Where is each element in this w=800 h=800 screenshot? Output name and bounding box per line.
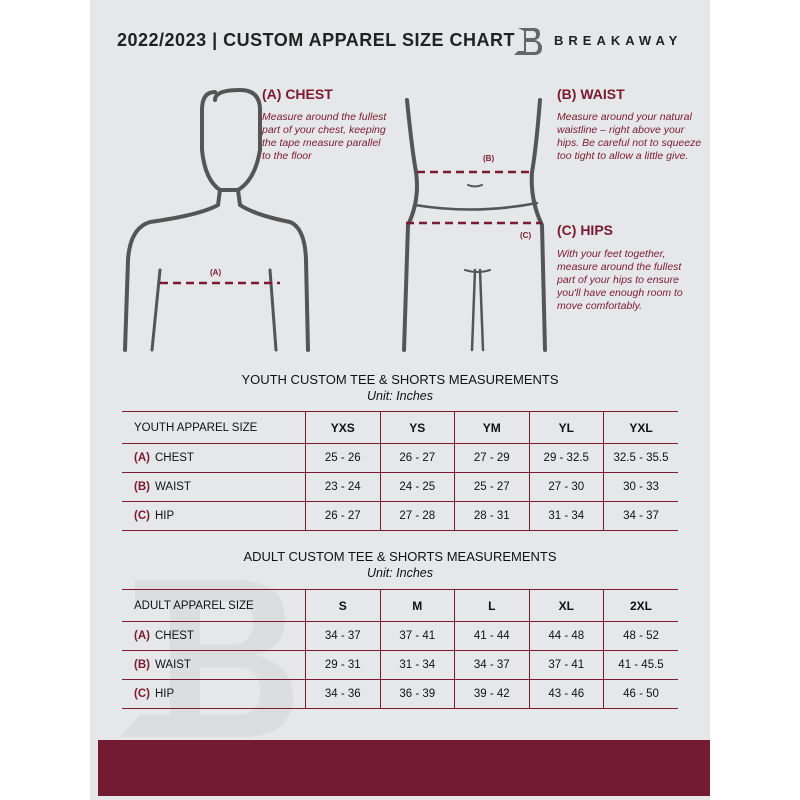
cell: 41 - 45.5 xyxy=(603,650,678,680)
table-row: (C) HIP 26 - 27 27 - 28 28 - 31 31 - 34 34 - … xyxy=(122,501,678,531)
size-col: YL xyxy=(528,411,604,444)
chest-marker: (A) xyxy=(210,268,222,277)
cell: 37 - 41 xyxy=(528,650,604,680)
size-col: YM xyxy=(454,411,529,444)
cell: 46 - 50 xyxy=(603,679,678,709)
waist-title: (B) WAIST xyxy=(557,86,625,102)
size-col: YXS xyxy=(305,411,380,444)
cell: 25 - 27 xyxy=(454,472,529,502)
cell: 27 - 30 xyxy=(528,472,604,502)
size-chart-page: 2022/2023 | CUSTOM APPAREL SIZE CHART BR… xyxy=(90,0,710,800)
page-title: 2022/2023 | CUSTOM APPAREL SIZE CHART xyxy=(117,30,515,50)
adult-unit: Unit: Inches xyxy=(366,566,433,580)
row-code: (C) xyxy=(134,510,150,522)
cell: 31 - 34 xyxy=(379,650,455,680)
row-code: (C) xyxy=(134,688,150,700)
cell: 27 - 29 xyxy=(454,443,529,473)
row-label: (C) HIP xyxy=(122,679,306,709)
size-col: XL xyxy=(528,589,604,622)
cell: 26 - 27 xyxy=(305,501,380,531)
row-name: HIP xyxy=(154,510,175,522)
chest-title: (A) CHEST xyxy=(262,86,333,102)
cell: 27 - 28 xyxy=(379,501,455,531)
cell: 37 - 41 xyxy=(379,621,455,651)
row-name: CHEST xyxy=(154,630,194,642)
size-header: ADULT APPAREL SIZE xyxy=(122,589,306,622)
table-row: (B) WAIST 29 - 31 31 - 34 34 - 37 37 - 41 41 … xyxy=(122,650,678,680)
waist-desc: Measure around your natural waistline – … xyxy=(557,111,702,162)
row-code: (B) xyxy=(134,659,150,671)
youth-unit: Unit: Inches xyxy=(366,389,433,403)
footer-bar xyxy=(98,740,710,796)
cell: 32.5 - 35.5 xyxy=(603,443,678,473)
youth-size-table: YOUTH APPAREL SIZE YXS YS YM YL YXL (A) C… xyxy=(122,411,678,531)
cell: 29 - 32.5 xyxy=(528,443,604,473)
size-col: S xyxy=(305,589,380,622)
cell: 43 - 46 xyxy=(528,679,604,709)
row-name: WAIST xyxy=(154,481,191,493)
hips-marker: (C) xyxy=(520,231,532,240)
size-col: L xyxy=(454,589,529,622)
size-col: YXL xyxy=(603,411,678,444)
cell: 36 - 39 xyxy=(379,679,455,709)
lower-body-figure xyxy=(402,98,547,352)
table-header-row: ADULT APPAREL SIZE S M L XL 2XL xyxy=(122,589,678,622)
cell: 39 - 42 xyxy=(454,679,529,709)
row-code: (A) xyxy=(134,630,150,642)
cell: 34 - 36 xyxy=(305,679,380,709)
table-row: (A) CHEST 25 - 26 26 - 27 27 - 29 29 - 32.5 3… xyxy=(122,443,678,473)
size-col: 2XL xyxy=(603,589,678,622)
cell: 25 - 26 xyxy=(305,443,380,473)
size-col: M xyxy=(379,589,455,622)
hips-title: (C) HIPS xyxy=(557,222,613,238)
table-row: (B) WAIST 23 - 24 24 - 25 25 - 27 27 - 30 30 … xyxy=(122,472,678,502)
cell: 31 - 34 xyxy=(528,501,604,531)
cell: 48 - 52 xyxy=(603,621,678,651)
body-figures xyxy=(123,87,547,352)
row-label: (C) HIP xyxy=(122,501,306,531)
row-label: (A) CHEST xyxy=(122,621,306,651)
cell: 41 - 44 xyxy=(454,621,529,651)
size-header: YOUTH APPAREL SIZE xyxy=(122,411,306,444)
row-label: (A) CHEST xyxy=(122,443,306,473)
cell: 30 - 33 xyxy=(603,472,678,502)
youth-table-title: YOUTH CUSTOM TEE & SHORTS MEASUREMENTS xyxy=(241,372,559,387)
size-col: YS xyxy=(379,411,455,444)
table-row: (C) HIP 34 - 36 36 - 39 39 - 42 43 - 46 46 - … xyxy=(122,679,678,709)
table-header-row: YOUTH APPAREL SIZE YXS YS YM YL YXL xyxy=(122,411,678,444)
cell: 28 - 31 xyxy=(454,501,529,531)
cell: 44 - 48 xyxy=(528,621,604,651)
adult-table-title: ADULT CUSTOM TEE & SHORTS MEASUREMENTS xyxy=(243,549,557,564)
cell: 34 - 37 xyxy=(603,501,678,531)
brand-name: BREAKAWAY xyxy=(554,33,683,48)
cell: 34 - 37 xyxy=(454,650,529,680)
row-name: HIP xyxy=(154,688,175,700)
cell: 23 - 24 xyxy=(305,472,380,502)
hips-desc: With your feet together, measure around … xyxy=(557,248,683,312)
table-row: (A) CHEST 34 - 37 37 - 41 41 - 44 44 - 48 48 … xyxy=(122,621,678,651)
row-name: CHEST xyxy=(154,452,194,464)
breakaway-logo-icon xyxy=(514,28,542,55)
cell: 29 - 31 xyxy=(305,650,380,680)
row-name: WAIST xyxy=(154,659,191,671)
waist-marker: (B) xyxy=(483,154,495,163)
row-label: (B) WAIST xyxy=(122,472,306,502)
adult-size-table: ADULT APPAREL SIZE S M L XL 2XL (A) CHEST… xyxy=(122,589,678,709)
row-label: (B) WAIST xyxy=(122,650,306,680)
row-code: (B) xyxy=(134,481,150,493)
cell: 26 - 27 xyxy=(379,443,455,473)
cell: 24 - 25 xyxy=(379,472,455,502)
row-code: (A) xyxy=(134,452,150,464)
chest-desc: Measure around the fullest part of your … xyxy=(262,111,387,162)
cell: 34 - 37 xyxy=(305,621,380,651)
